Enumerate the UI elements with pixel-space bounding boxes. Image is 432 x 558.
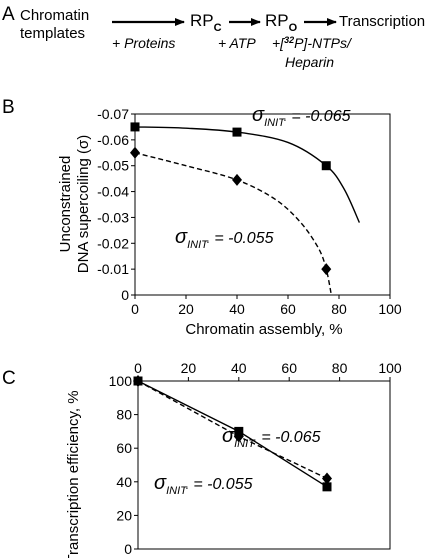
panel-c-x-tick-label: 0 <box>134 360 142 376</box>
panel-c-y-ticks: 0 20 40 60 80 100 <box>109 373 138 557</box>
panel-b-annotation-solid: σINIT. = -0.065 <box>252 104 351 129</box>
panel-c-diamond-point <box>233 430 244 443</box>
panel-c-diamond-point <box>133 375 143 387</box>
panel-b-series <box>130 122 361 296</box>
panel-b-x-tick-label: 40 <box>229 301 245 317</box>
panel-c-x-ticks: 0 20 40 60 80 100 <box>134 360 402 381</box>
panel-b-x-ticks: 0 20 40 60 80 100 <box>131 295 402 317</box>
panel-b-y-tick-label: 0 <box>121 287 129 303</box>
panel-b-y-label-1: Unconstrained <box>57 156 74 253</box>
panel-b-diamond-point <box>232 173 242 186</box>
panel-b-y-tick-label: -0.07 <box>97 106 129 122</box>
svg-text:RPC: RPC <box>190 11 222 34</box>
templates-line1: Chromatin <box>20 7 89 24</box>
panel-c-y-tick-label: 80 <box>116 407 132 423</box>
panel-b-y-tick-label: -0.06 <box>97 132 129 148</box>
panel-c-y-tick-label: 100 <box>109 373 133 389</box>
panel-b-x-tick-label: 80 <box>331 301 347 317</box>
proteins-label: + Proteins <box>112 35 175 51</box>
rpo-sub: O <box>289 22 298 34</box>
panel-b-x-tick-label: 0 <box>131 301 139 317</box>
panel-b-y-tick-label: -0.05 <box>97 158 129 174</box>
heparin-label: Heparin <box>285 54 334 70</box>
panel-b-diamond-point <box>321 263 332 276</box>
panel-b-square-point <box>232 127 242 137</box>
panel-c-x-tick-label: 20 <box>181 360 197 376</box>
panel-b-x-label: Chromatin assembly, % <box>185 321 342 338</box>
panel-b-y-tick-label: -0.02 <box>97 235 129 251</box>
panel-b-series-solid-line <box>134 126 361 223</box>
panel-b-x-tick-label: 100 <box>378 301 402 317</box>
panel-b-series-dashed-line <box>134 152 333 296</box>
panel-a-label: A <box>2 4 15 25</box>
panel-c-series <box>133 375 332 492</box>
rpc-main: RP <box>190 11 214 30</box>
panel-b-annotation-dashed: σINIT. = -0.055 <box>175 226 274 251</box>
panel-c-plot-area <box>137 380 391 550</box>
panel-b-diamond-point <box>130 146 140 159</box>
panel-b-y-tick-label: -0.01 <box>97 261 129 277</box>
panel-b-x-tick-label: 20 <box>178 301 194 317</box>
panel-b-square-point <box>130 122 140 132</box>
panel-c-annotation-solid: σINIT. = -0.065 <box>222 425 321 450</box>
rpo-main: RP <box>265 11 289 30</box>
panel-b-x-tick-label: 60 <box>280 301 296 317</box>
panel-b-y-tick-label: -0.03 <box>97 209 129 225</box>
panel-c-diamond-point <box>322 472 332 485</box>
panel-c-y-tick-label: 40 <box>116 474 132 490</box>
ntp-rest: P]-NTPs/ <box>294 35 353 51</box>
panel-c-label: C <box>2 368 16 389</box>
panel-c-y-tick-label: 60 <box>116 440 132 456</box>
panel-b-label: B <box>2 97 15 118</box>
panel-b: B 0 -0.01 -0.02 -0.03 -0.04 -0.05 -0.06 -0.07 0… <box>2 97 402 338</box>
transcription-label: Transcription <box>339 13 425 30</box>
panel-b-plot-area <box>134 113 391 296</box>
panel-c-y-tick-label: 0 <box>124 541 132 557</box>
panel-c-x-tick-label: 100 <box>378 360 402 376</box>
panel-c-y-tick-label: 20 <box>116 507 132 523</box>
atp-label: + ATP <box>218 35 256 51</box>
panel-b-y-tick-label: -0.04 <box>97 184 129 200</box>
ntp-sup: 32 <box>284 35 294 45</box>
panel-b-square-point <box>321 161 331 171</box>
panel-c-x-tick-label: 40 <box>231 360 247 376</box>
templates-line2: templates <box>20 25 85 42</box>
panel-b-y-label-2: DNA supercoiling (σ) <box>75 135 92 273</box>
panel-c-square-point <box>322 482 332 492</box>
panel-c-x-tick-label: 80 <box>332 360 348 376</box>
ntp-prefix: +[ <box>272 35 286 51</box>
panel-c: C 0 20 40 60 80 100 0 20 40 60 80 100 Transcriptio… <box>2 360 402 558</box>
panel-b-y-ticks: 0 -0.01 -0.02 -0.03 -0.04 -0.05 -0.06 -0.07 <box>97 106 135 303</box>
rpc-sub: C <box>214 22 222 34</box>
svg-text:+[32P]-NTPs/: +[32P]-NTPs/ <box>272 35 353 51</box>
panel-c-x-tick-label: 60 <box>281 360 297 376</box>
panel-c-y-label: Transcription efficiency, % <box>65 390 82 558</box>
panel-a: A Chromatin templates + Proteins RPC + A… <box>2 4 425 70</box>
panel-c-annotation-dashed: σINIT. = -0.055 <box>154 472 253 497</box>
svg-text:RPO: RPO <box>265 11 298 34</box>
